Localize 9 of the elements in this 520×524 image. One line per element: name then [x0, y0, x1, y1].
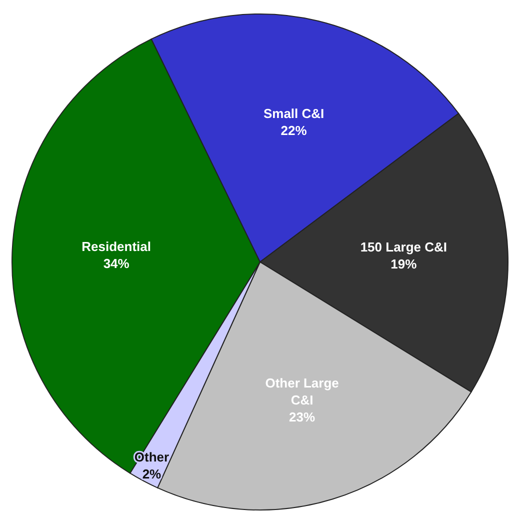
data-label: 22% [280, 123, 308, 138]
data-label: 23% [289, 410, 316, 425]
slice-label: 150 Large C&I [360, 239, 448, 254]
data-label: 19% [390, 256, 418, 272]
slice-label: Small C&I [263, 106, 324, 122]
slice-label: Residential [82, 238, 152, 254]
slice-label: Other Large C&I [265, 376, 339, 408]
data-label: 34% [103, 256, 130, 271]
data-label: 2% [142, 466, 162, 482]
